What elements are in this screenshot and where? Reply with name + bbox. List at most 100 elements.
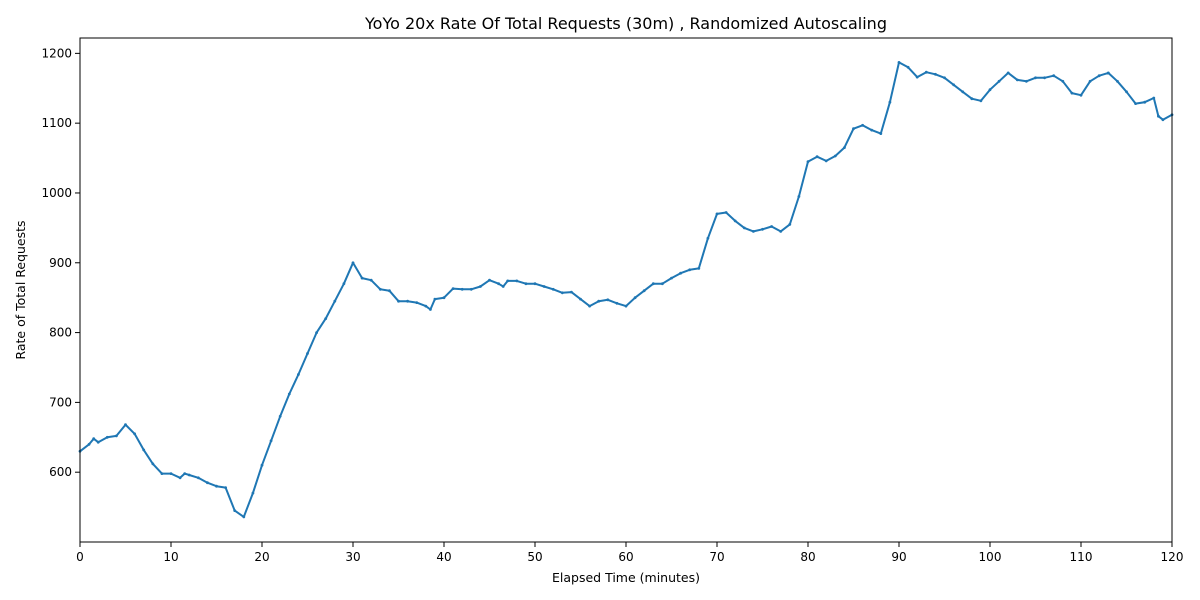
data-point xyxy=(1097,74,1101,78)
data-point xyxy=(879,132,883,136)
data-point xyxy=(433,297,437,301)
data-point xyxy=(1125,90,1128,94)
data-point xyxy=(606,298,610,302)
data-point xyxy=(906,65,910,69)
data-point xyxy=(501,285,505,288)
data-point xyxy=(924,70,928,74)
data-point xyxy=(988,88,992,92)
data-point xyxy=(551,287,555,291)
plot-frame xyxy=(79,37,1173,543)
data-point xyxy=(588,304,591,308)
data-point xyxy=(542,285,546,288)
data-point xyxy=(460,287,464,291)
data-point xyxy=(570,290,573,294)
data-point xyxy=(297,373,300,376)
data-point xyxy=(870,128,874,132)
data-point xyxy=(187,473,191,477)
data-point xyxy=(233,509,237,512)
data-point xyxy=(1043,76,1046,80)
x-tick-label: 60 xyxy=(618,550,633,564)
data-point xyxy=(806,160,810,164)
data-point xyxy=(1006,71,1010,75)
data-point xyxy=(1143,100,1147,104)
x-tick-label: 90 xyxy=(891,550,906,564)
data-point xyxy=(970,97,974,101)
x-tick-label: 120 xyxy=(1161,550,1184,564)
data-point xyxy=(360,276,364,280)
y-axis-label: Rate of Total Requests xyxy=(13,220,28,359)
data-point xyxy=(1134,102,1137,105)
data-point xyxy=(752,230,755,233)
data-point xyxy=(770,225,773,228)
data-point xyxy=(133,432,137,436)
data-point xyxy=(242,515,246,519)
data-point xyxy=(1034,76,1037,80)
data-point xyxy=(761,227,764,231)
x-tick-label: 10 xyxy=(163,550,178,564)
y-tick-label: 1200 xyxy=(41,46,72,60)
x-tick-label: 50 xyxy=(527,550,542,564)
data-point xyxy=(260,463,264,467)
data-point xyxy=(469,287,473,291)
x-tick-label: 20 xyxy=(254,550,269,564)
data-point xyxy=(843,146,846,150)
data-point xyxy=(1152,96,1156,100)
x-tick-label: 110 xyxy=(1070,550,1093,564)
data-point xyxy=(369,278,373,282)
data-point xyxy=(287,392,291,396)
y-axis: 600 700 800 900 1000 1100 1200 xyxy=(41,46,80,479)
data-point xyxy=(206,481,209,485)
data-point xyxy=(151,462,155,466)
data-point xyxy=(615,301,619,305)
data-point xyxy=(1070,91,1074,95)
data-point xyxy=(115,434,118,438)
data-point xyxy=(824,159,828,163)
data-point xyxy=(497,282,500,286)
data-point xyxy=(160,472,164,475)
data-point xyxy=(579,297,582,301)
data-point xyxy=(733,219,737,223)
data-point xyxy=(679,271,682,275)
data-point xyxy=(105,435,109,439)
data-point xyxy=(651,282,655,286)
y-tick-label: 700 xyxy=(49,395,72,409)
data-point xyxy=(488,278,491,282)
data-point xyxy=(861,123,864,127)
data-point xyxy=(378,287,382,291)
data-point xyxy=(1106,71,1110,75)
data-point xyxy=(1079,93,1083,97)
data-point xyxy=(333,299,337,303)
data-point xyxy=(852,127,855,131)
data-point xyxy=(479,285,482,288)
x-tick-label: 0 xyxy=(76,550,84,564)
data-point xyxy=(1052,74,1056,78)
data-point xyxy=(87,442,91,446)
data-point xyxy=(533,282,537,286)
x-tick-label: 100 xyxy=(979,550,1002,564)
data-point xyxy=(351,261,355,265)
data-point xyxy=(451,287,455,290)
data-point xyxy=(815,155,819,159)
y-tick-label: 1000 xyxy=(41,186,72,200)
data-point xyxy=(415,301,419,304)
data-point xyxy=(424,304,428,308)
x-tick-label: 70 xyxy=(709,550,724,564)
data-point xyxy=(169,472,173,475)
data-point xyxy=(961,90,965,94)
data-point xyxy=(706,236,710,240)
data-point xyxy=(183,472,187,475)
data-point xyxy=(397,299,400,303)
data-point xyxy=(952,83,955,87)
data-point xyxy=(306,352,309,355)
data-point xyxy=(670,276,673,280)
data-point xyxy=(251,491,255,495)
y-tick-label: 900 xyxy=(49,256,72,270)
data-point xyxy=(315,331,318,334)
x-tick-label: 40 xyxy=(436,550,451,564)
data-point xyxy=(515,279,519,283)
data-point xyxy=(979,99,983,103)
y-tick-label: 800 xyxy=(49,326,72,340)
y-tick-label: 600 xyxy=(49,465,72,479)
data-point xyxy=(788,223,792,226)
